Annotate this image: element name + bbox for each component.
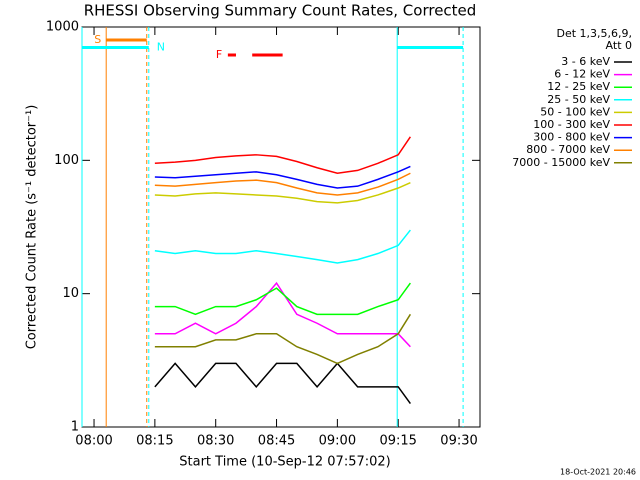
y-axis-label: Corrected Count Rate (s⁻¹ detector⁻¹) (25, 105, 40, 350)
legend-label: 25 - 50 keV (547, 93, 610, 106)
series-line (154, 313, 412, 365)
plot-frame (81, 26, 481, 428)
series-line (154, 172, 411, 196)
series-line (154, 136, 411, 175)
legend-label: 3 - 6 keV (561, 55, 610, 68)
x-tick-label: 09:15 (379, 434, 416, 449)
flag-label: N (157, 41, 165, 54)
series-line (154, 229, 411, 264)
y-tick-label: 1 (71, 420, 79, 435)
series-line (154, 282, 411, 316)
legend-label: 100 - 300 keV (533, 118, 610, 131)
chart-title: RHESSI Observing Summary Count Rates, Co… (84, 2, 477, 20)
legend-title: Det 1,3,5,6,9, (556, 27, 632, 40)
series-line (154, 165, 411, 189)
footer-date: 18-Oct-2021 20:46 (560, 468, 636, 477)
flag-label: S (94, 33, 101, 46)
legend-title: Att 0 (606, 39, 632, 52)
x-tick-label: 08:00 (75, 434, 112, 449)
legend-label: 12 - 25 keV (547, 80, 610, 93)
series-line (154, 181, 411, 204)
x-tick-label: 08:45 (258, 434, 295, 449)
legend-label: 50 - 100 keV (540, 105, 610, 118)
legend-label: 300 - 800 keV (533, 131, 610, 144)
y-tick-label: 10 (62, 286, 79, 301)
flag-label: F (216, 48, 222, 61)
x-tick-label: 08:15 (136, 434, 173, 449)
legend-label: 7000 - 15000 keV (512, 156, 610, 169)
x-axis-label: Start Time (10-Sep-12 07:57:02) (179, 455, 390, 470)
series-line (154, 281, 411, 348)
legend-label: 800 - 7000 keV (526, 143, 610, 156)
x-tick-label: 09:30 (440, 434, 477, 449)
y-tick-label: 1000 (46, 20, 79, 35)
y-tick-label: 100 (54, 153, 79, 168)
series-line (154, 362, 411, 404)
legend-label: 6 - 12 keV (554, 68, 610, 81)
x-tick-label: 09:00 (319, 434, 356, 449)
x-tick-label: 08:30 (197, 434, 234, 449)
